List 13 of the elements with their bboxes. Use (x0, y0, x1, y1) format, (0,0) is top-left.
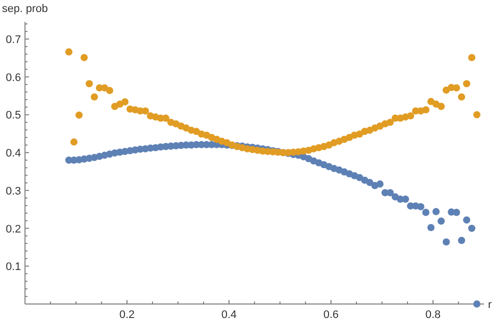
y-tick-label: 0.3 (6, 185, 21, 198)
x-tick-label: 0.6 (323, 309, 339, 321)
y-tick-label: 0.2 (6, 223, 21, 236)
y-tick-label: 0.6 (6, 72, 21, 84)
x-tick-label: 0.2 (119, 309, 135, 321)
x-tick-label: 0.8 (425, 309, 441, 321)
y-tick-label: 0.5 (6, 110, 21, 122)
y-axis-title: sep. prob (2, 3, 48, 15)
y-tick-label: 0.4 (6, 148, 21, 160)
x-tick-label: 0.4 (221, 309, 237, 321)
x-axis-title: r (488, 299, 492, 311)
y-tick-label: 0.1 (6, 261, 21, 274)
y-tick-label: 0.7 (6, 34, 21, 46)
